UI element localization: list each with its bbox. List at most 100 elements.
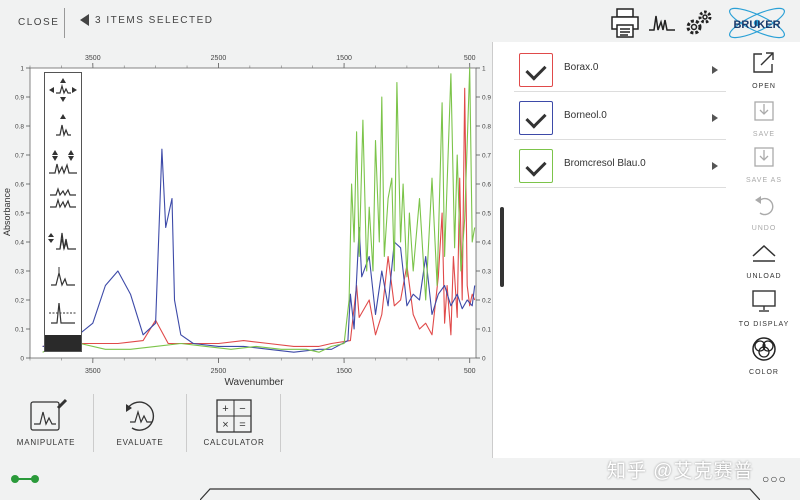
toolbox-footer [45, 335, 81, 351]
item-label: Borneol.0 [564, 110, 607, 121]
spectrum-chart[interactable]: 3500 3500 2500 2500 1500 1500 500 500 0 0 0.1 0.1 0.… [0, 42, 492, 392]
zoom-pan-icon[interactable] [47, 77, 79, 103]
undo-label: UNDO [751, 225, 777, 232]
svg-text:×: × [222, 419, 228, 431]
peak-pick-icon[interactable] [47, 263, 79, 289]
vertical-scale-icon[interactable] [47, 149, 79, 175]
manipulate-button[interactable]: MANIPULATE [6, 398, 86, 447]
y-tick-label: 0.3 [15, 269, 24, 276]
y-tick-label: 0.7 [15, 153, 24, 160]
item-label: Borax.0 [564, 62, 599, 73]
y-tick-label-right: 0.4 [482, 240, 491, 247]
bottom-divider [186, 394, 187, 452]
calculator-label: CALCULATOR [203, 438, 265, 447]
x-tick-label: 500 [464, 368, 476, 375]
gears-icon[interactable] [684, 8, 714, 38]
checkbox-bromcresol[interactable] [519, 149, 553, 183]
y-tick-label-right: 1 [482, 66, 486, 73]
unload-icon [752, 244, 776, 262]
y-tick-label-right: 0.6 [482, 182, 491, 189]
expand-arrow-icon[interactable] [712, 114, 718, 122]
save-label: SAVE [752, 131, 776, 138]
y-tick-label-right: 0 [482, 356, 486, 363]
x-tick-label-top: 3500 [85, 55, 101, 62]
open-icon [753, 52, 774, 73]
open-button[interactable]: OPEN [736, 50, 792, 90]
save-as-label: SAVE AS [745, 177, 783, 184]
y-tick-label: 0.8 [15, 124, 24, 131]
y-tick-label: 0.2 [15, 298, 24, 305]
y-tick-label-right: 0.7 [482, 153, 491, 160]
brand-text: BRUKER [733, 19, 780, 31]
x-tick-label-top: 2500 [211, 55, 227, 62]
checkbox-borax[interactable] [519, 53, 553, 87]
save-icon [754, 101, 774, 121]
y-tick-label: 0 [20, 356, 24, 363]
unload-label: UNLOAD [746, 273, 782, 280]
calculator-button[interactable]: + − × = CALCULATOR [194, 398, 274, 447]
bottom-divider [280, 394, 281, 452]
y-tick-label: 0.6 [15, 182, 24, 189]
display-icon [752, 290, 776, 312]
y-tick-label: 0.4 [15, 240, 24, 247]
y-tick-label: 0.1 [15, 327, 24, 334]
svg-text:=: = [239, 419, 245, 431]
series-line-1 [42, 87, 476, 347]
bottom-divider [93, 394, 94, 452]
panel-resize-handle[interactable] [500, 207, 504, 287]
checkbox-borneol[interactable] [519, 101, 553, 135]
save-as-button[interactable]: SAVE AS [736, 144, 792, 184]
evaluate-icon [126, 401, 155, 431]
evaluate-button[interactable]: EVALUATE [100, 398, 180, 447]
spectrum-toolbox [44, 72, 82, 352]
top-divider [64, 8, 65, 38]
expand-arrow-icon[interactable] [712, 66, 718, 74]
manipulate-icon [30, 398, 68, 431]
color-icon [752, 337, 776, 361]
x-axis-label: Wavenumber [224, 377, 284, 388]
list-item[interactable]: Bromcresol Blau.0 [514, 144, 726, 188]
items-selected-indicator[interactable]: 3 ITEMS SELECTED [80, 14, 213, 26]
y-tick-label-right: 0.1 [482, 327, 491, 334]
item-label: Bromcresol Blau.0 [564, 158, 646, 169]
printer-icon[interactable] [611, 7, 639, 39]
y-tick-label: 0.5 [15, 211, 24, 218]
connection-icon[interactable] [10, 473, 40, 485]
evaluate-label: EVALUATE [116, 438, 164, 447]
expand-arrow-icon[interactable] [712, 162, 718, 170]
color-label: COLOR [749, 369, 779, 376]
to-display-label: TO DISPLAY [738, 321, 790, 328]
unload-button[interactable]: UNLOAD [736, 240, 792, 280]
save-as-icon [754, 147, 774, 167]
undo-button[interactable]: UNDO [736, 192, 792, 232]
page-dots-indicator[interactable]: ○○○ [762, 472, 787, 486]
y-tick-label-right: 0.3 [482, 269, 491, 276]
axis-ticks: 3500 3500 2500 2500 1500 1500 500 500 0 0 0.1 0.1 0.… [15, 55, 491, 375]
close-button[interactable]: CLOSE [18, 17, 60, 28]
svg-text:+: + [222, 403, 228, 415]
list-item[interactable]: Borax.0 [514, 48, 726, 92]
items-selected-label: 3 ITEMS SELECTED [95, 14, 214, 26]
spectrum-icon[interactable] [648, 12, 676, 34]
x-tick-label: 2500 [211, 368, 227, 375]
list-item[interactable]: Borneol.0 [514, 96, 726, 140]
stack-spectra-icon[interactable] [47, 185, 79, 211]
y-tick-label-right: 0.5 [482, 211, 491, 218]
manipulate-label: MANIPULATE [16, 438, 76, 447]
y-tick-label-right: 0.8 [482, 124, 491, 131]
y-tick-label: 1 [20, 66, 24, 73]
y-tick-label-right: 0.9 [482, 95, 491, 102]
x-tick-label: 3500 [85, 368, 101, 375]
y-tick-label-right: 0.2 [482, 298, 491, 305]
overlay-scale-icon[interactable] [47, 227, 79, 253]
x-tick-label-top: 500 [464, 55, 476, 62]
series-line-3 [42, 67, 476, 353]
color-button[interactable]: COLOR [736, 336, 792, 376]
bruker-logo: BRUKER [729, 7, 785, 39]
threshold-icon[interactable] [47, 299, 79, 325]
x-tick-label: 1500 [336, 368, 352, 375]
save-button[interactable]: SAVE [736, 98, 792, 138]
vertical-shift-icon[interactable] [47, 113, 79, 139]
back-arrow-icon [80, 14, 89, 26]
to-display-button[interactable]: TO DISPLAY [736, 288, 792, 328]
